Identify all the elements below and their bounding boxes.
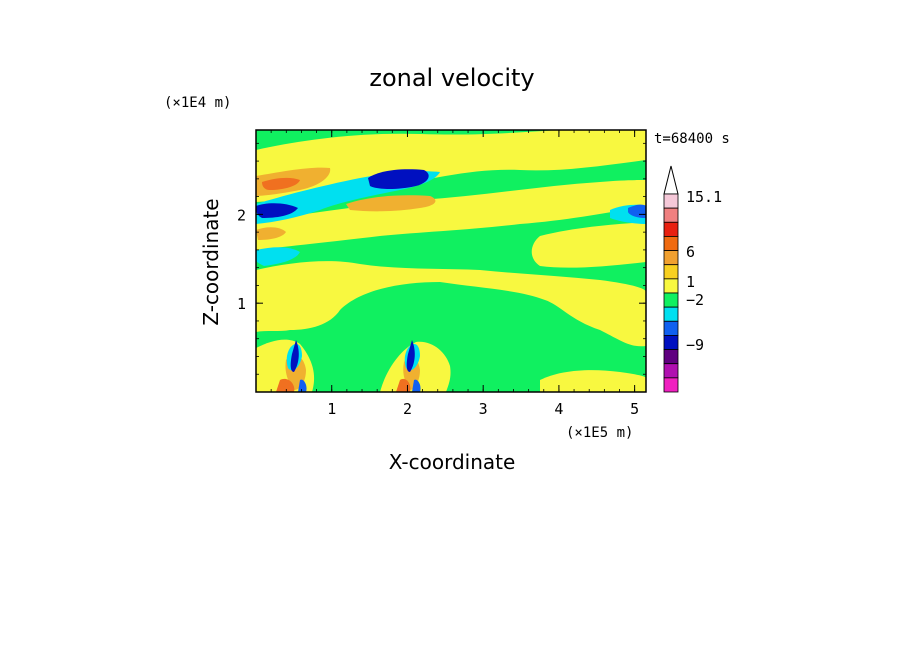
- colorbar-band: [663, 306, 679, 322]
- x-tick-label: 1: [327, 400, 336, 418]
- y-axis-label: Z-coordinate: [199, 198, 223, 325]
- y-units-label: (×1E4 m): [164, 95, 231, 111]
- contour-region-positive-strong: [276, 378, 295, 392]
- contour-region-negative-strong: [406, 340, 415, 372]
- y-tick-label: 2: [237, 206, 246, 224]
- y-tick-label: 1: [237, 295, 246, 313]
- contour-region-negative-weak: [256, 247, 300, 266]
- x-units-label: (×1E5 m): [566, 425, 633, 441]
- contour-region-positive-mid: [346, 195, 436, 212]
- colorbar-band: [663, 250, 679, 266]
- colorbar-label: −9: [686, 336, 704, 354]
- contour-region-negative-strong: [368, 169, 429, 189]
- contour-region-negative-mid: [412, 379, 421, 392]
- contour-region-positive-strong: [262, 177, 300, 190]
- contour-region-positive-weak: [256, 180, 646, 250]
- chart-title: zonal velocity: [369, 64, 534, 92]
- colorbar-band: [663, 193, 679, 209]
- colorbar-band: [663, 292, 679, 308]
- colorbar-label: −2: [686, 291, 704, 309]
- contour-region-negative-strong: [256, 203, 298, 218]
- contour-region-positive-strong: [396, 378, 411, 392]
- x-tick-label: 4: [554, 400, 563, 418]
- x-axis-ticks: 1 2 3 4 5: [270, 130, 639, 418]
- contour-region-negative-strong: [290, 340, 299, 372]
- contour-region-positive-weak: [256, 261, 646, 347]
- x-tick-label: 2: [403, 400, 412, 418]
- contour-plot-area: [256, 130, 646, 392]
- colorbar-band: [663, 207, 679, 223]
- x-tick-label: 5: [630, 400, 639, 418]
- colorbar-band: [663, 278, 679, 294]
- x-axis-label: X-coordinate: [389, 450, 516, 474]
- colorbar-band: [663, 335, 679, 350]
- x-tick-label: 3: [479, 400, 488, 418]
- time-label: t=68400 s: [654, 131, 730, 147]
- colorbar-overflow-triangle: [663, 165, 679, 195]
- colorbar-band: [663, 320, 679, 336]
- colorbar-band: [663, 264, 679, 280]
- contour-region-positive-weak: [540, 370, 646, 392]
- contour-region-positive-weak: [531, 222, 646, 268]
- colorbar-band: [663, 377, 679, 393]
- colorbar-band: [663, 349, 679, 365]
- colorbar: 15.1 6 1−2 −9: [663, 165, 722, 393]
- contour-region-positive-mid: [256, 227, 286, 240]
- colorbar-band: [663, 221, 679, 237]
- colorbar-label: 6: [686, 243, 695, 261]
- colorbar-label: 15.1: [686, 188, 722, 206]
- contour-region-negative-mid: [298, 379, 307, 392]
- colorbar-label: 1: [686, 273, 695, 291]
- y-axis-ticks: 12: [237, 142, 646, 375]
- colorbar-band: [663, 236, 679, 251]
- plot-frame: [255, 129, 647, 393]
- colorbar-band: [663, 363, 679, 379]
